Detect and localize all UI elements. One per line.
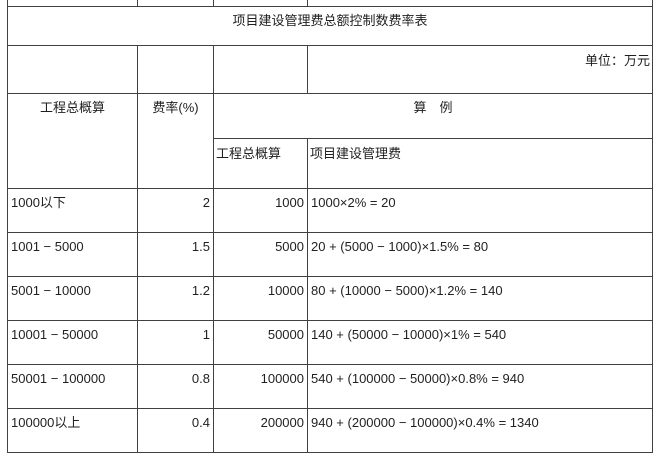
table-title: 项目建设管理费总额控制数费率表 <box>7 5 653 46</box>
rate-cell: 0.4 <box>137 407 214 453</box>
unit-note: 单位：万元 <box>307 44 653 94</box>
total-cell: 1000 <box>213 187 308 233</box>
empty-cell <box>213 44 308 94</box>
total-cell: 10000 <box>213 275 308 321</box>
header-project-total: 工程总概算 <box>7 92 138 189</box>
header-rate: 费率(%) <box>137 92 214 189</box>
header-example-fee: 项目建设管理费 <box>307 137 653 189</box>
rate-cell: 1.2 <box>137 275 214 321</box>
formula-cell: 140 + (50000 − 10000)×1% = 540 <box>307 319 653 365</box>
total-cell: 5000 <box>213 231 308 277</box>
unit-row: 单位：万元 <box>7 44 653 94</box>
empty-cell <box>137 44 214 94</box>
range-cell: 1001 − 5000 <box>7 231 138 277</box>
table-row: 50001 − 100000 0.8 100000 540 + (100000 … <box>7 363 653 409</box>
fee-rate-table: 项目建设管理费总额控制数费率表 单位：万元 工程总概算 费率(%) 算 例 工程… <box>7 0 653 453</box>
header-example-group: 算 例 <box>213 92 653 139</box>
range-cell: 1000以下 <box>7 187 138 233</box>
formula-cell: 940 + (200000 − 100000)×0.4% = 1340 <box>307 407 653 453</box>
header-row-sub: 工程总概算 项目建设管理费 <box>8 137 653 189</box>
range-cell: 100000以上 <box>7 407 138 453</box>
table-row: 1000以下 2 1000 1000×2% = 20 <box>7 187 653 233</box>
total-cell: 200000 <box>213 407 308 453</box>
title-row: 项目建设管理费总额控制数费率表 <box>7 5 653 46</box>
formula-cell: 540 + (100000 − 50000)×0.8% = 940 <box>307 363 653 409</box>
rate-cell: 1 <box>137 319 214 365</box>
formula-cell: 80 + (10000 − 5000)×1.2% = 140 <box>307 275 653 321</box>
formula-cell: 1000×2% = 20 <box>307 187 653 233</box>
formula-cell: 20 + (5000 − 1000)×1.5% = 80 <box>307 231 653 277</box>
rate-cell: 0.8 <box>137 363 214 409</box>
table-row: 100000以上 0.4 200000 940 + (200000 − 1000… <box>7 407 653 453</box>
range-cell: 10001 − 50000 <box>7 319 138 365</box>
rate-cell: 1.5 <box>137 231 214 277</box>
range-cell: 5001 − 10000 <box>7 275 138 321</box>
table-row: 5001 − 10000 1.2 10000 80 + (10000 − 500… <box>7 275 653 321</box>
table-row: 10001 − 50000 1 50000 140 + (50000 − 100… <box>7 319 653 365</box>
rate-cell: 2 <box>137 187 214 233</box>
header-row-top: 工程总概算 费率(%) 算 例 <box>7 92 653 189</box>
total-cell: 100000 <box>213 363 308 409</box>
total-cell: 50000 <box>213 319 308 365</box>
range-cell: 50001 − 100000 <box>7 363 138 409</box>
table-row: 1001 − 5000 1.5 5000 20 + (5000 − 1000)×… <box>7 231 653 277</box>
empty-cell <box>7 44 138 94</box>
header-example-project-total: 工程总概算 <box>213 137 308 189</box>
